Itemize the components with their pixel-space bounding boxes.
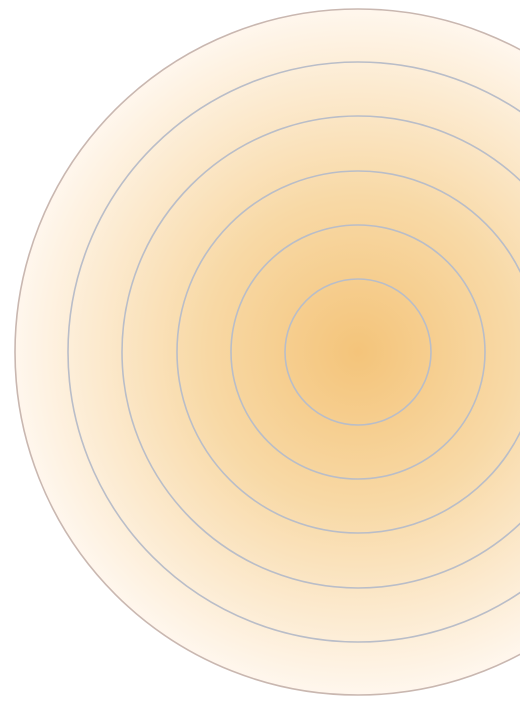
ring-6 [14, 8, 520, 696]
ring-3 [176, 170, 520, 534]
ring-2 [230, 224, 486, 480]
glow-disc [15, 9, 520, 695]
rings-group [14, 8, 520, 696]
ring-1 [284, 278, 432, 426]
ring-5 [67, 61, 520, 643]
ring-4 [121, 115, 520, 589]
